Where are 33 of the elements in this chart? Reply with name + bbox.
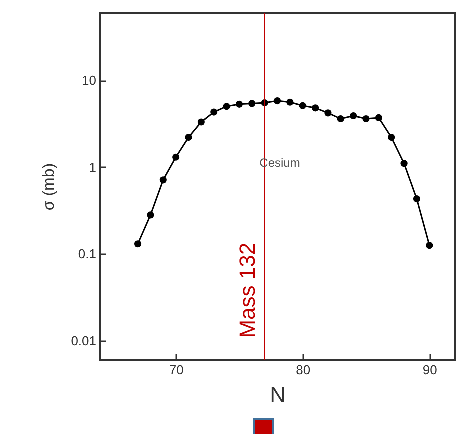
point xyxy=(400,160,408,168)
y-tick-label: 10 xyxy=(82,73,96,88)
point xyxy=(375,114,382,122)
point xyxy=(236,100,243,108)
point xyxy=(413,196,420,203)
point xyxy=(160,176,167,184)
point xyxy=(337,115,344,123)
point xyxy=(185,134,192,142)
point xyxy=(426,242,434,250)
y-tick-label: 0.01 xyxy=(71,333,96,348)
point xyxy=(299,102,306,110)
point xyxy=(172,154,180,161)
point xyxy=(388,134,396,142)
x-tick-label: 90 xyxy=(422,362,438,378)
point xyxy=(134,240,142,248)
point xyxy=(147,212,154,219)
point xyxy=(210,108,218,116)
y-axis-title: σ (mb) xyxy=(41,163,58,211)
point xyxy=(223,103,230,110)
point xyxy=(350,112,358,120)
point xyxy=(312,104,320,112)
y-tick-label: 0.1 xyxy=(78,246,96,262)
point xyxy=(362,115,370,123)
y-tick-label: 1 xyxy=(89,160,96,175)
point xyxy=(274,98,282,105)
point xyxy=(286,98,294,106)
x-tick-label: 80 xyxy=(296,362,311,378)
point xyxy=(198,118,205,126)
point xyxy=(248,100,256,108)
x-tick-label: 70 xyxy=(169,362,184,378)
x-axis-title: N xyxy=(270,382,286,408)
ref-line-label: Mass 132 xyxy=(234,242,260,338)
point xyxy=(324,110,332,117)
